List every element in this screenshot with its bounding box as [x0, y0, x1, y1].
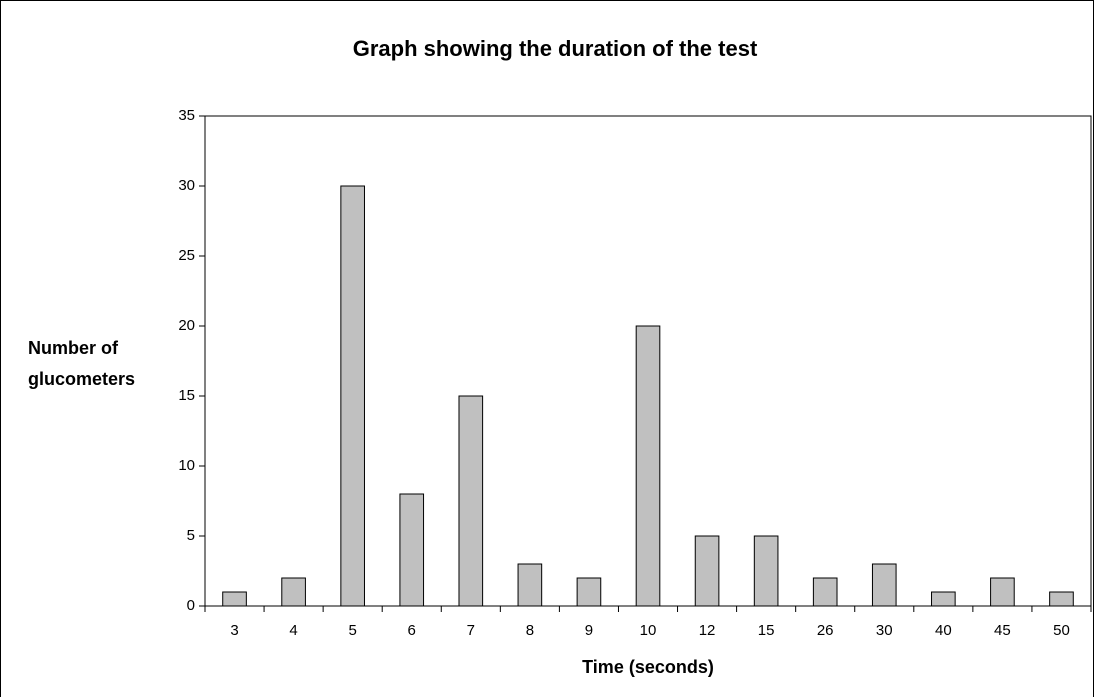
y-axis-title: Number of glucometers	[28, 338, 136, 389]
bar	[340, 185, 365, 607]
bar	[281, 577, 306, 607]
x-tick-label: 6	[408, 622, 416, 639]
x-tick-label: 12	[699, 622, 716, 639]
x-tick-label: 15	[758, 622, 775, 639]
bar	[458, 395, 484, 607]
bar	[517, 563, 543, 607]
x-tick-label: 3	[230, 622, 238, 639]
y-tick-label: 25	[178, 247, 195, 264]
bar	[871, 563, 897, 607]
x-axis-title: Time (seconds)	[582, 657, 714, 677]
x-tick-label: 4	[289, 622, 297, 639]
y-tick-label: 5	[187, 527, 195, 544]
y-tick-label: 15	[178, 387, 195, 404]
x-tick-label: 50	[1053, 622, 1070, 639]
bar	[753, 535, 779, 607]
y-tick-label: 30	[178, 177, 195, 194]
bar	[812, 577, 838, 607]
y-tick-label: 20	[178, 317, 195, 334]
bar	[222, 591, 247, 607]
x-tick-label: 26	[817, 622, 834, 639]
bar	[399, 493, 425, 607]
x-tick-label: 5	[348, 622, 356, 639]
bar	[576, 577, 602, 607]
bar	[694, 535, 720, 607]
bar	[635, 325, 661, 607]
x-tick-label: 40	[935, 622, 952, 639]
x-tick-label: 9	[585, 622, 593, 639]
y-tick-label: 35	[178, 107, 195, 124]
bar	[1049, 591, 1074, 607]
x-tick-label: 30	[876, 622, 893, 639]
y-tick-label: 10	[178, 457, 195, 474]
y-tick-label: 0	[187, 597, 195, 614]
bar	[990, 577, 1015, 607]
chart-title: Graph showing the duration of the test	[353, 36, 758, 61]
x-tick-label: 45	[994, 622, 1011, 639]
x-tick-label: 7	[467, 622, 475, 639]
x-tick-label: 8	[526, 622, 534, 639]
x-tick-label: 10	[640, 622, 657, 639]
bar	[931, 591, 956, 607]
